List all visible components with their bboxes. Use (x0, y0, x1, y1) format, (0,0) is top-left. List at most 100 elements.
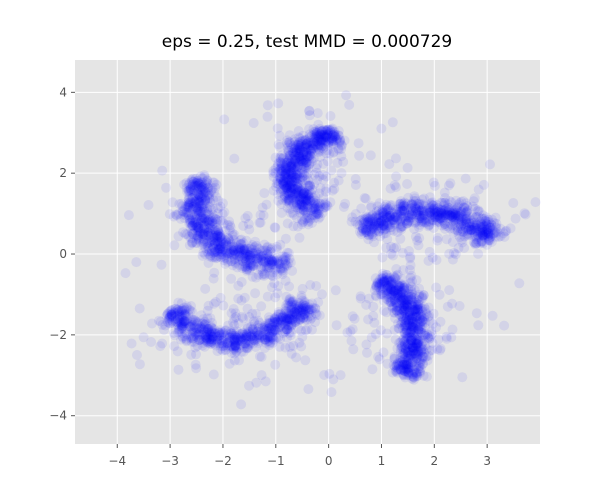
scatter-point (294, 199, 305, 210)
scatter-point (265, 333, 276, 344)
scatter-point (304, 189, 315, 200)
scatter-point (394, 323, 405, 334)
scatter-point (409, 223, 420, 234)
scatter-point (433, 334, 444, 345)
scatter-point (297, 164, 308, 175)
scatter-point (157, 338, 168, 349)
scatter-point (397, 205, 408, 216)
scatter-point (194, 227, 205, 238)
scatter-point (355, 293, 366, 304)
scatter-point (131, 257, 142, 268)
scatter-point (435, 343, 446, 354)
scatter-point (275, 172, 286, 183)
scatter-point (298, 205, 309, 215)
scatter-point (394, 282, 405, 293)
scatter-point (323, 128, 334, 139)
scatter-point (453, 215, 464, 226)
scatter-point (395, 223, 406, 234)
scatter-point (301, 149, 312, 160)
scatter-point (301, 138, 312, 149)
scatter-point (338, 156, 349, 167)
scatter-point (424, 216, 435, 226)
scatter-point (372, 201, 383, 212)
scatter-point (290, 160, 301, 171)
scatter-point (390, 273, 401, 284)
scatter-point (429, 211, 440, 221)
scatter-point (295, 195, 306, 206)
scatter-point (418, 351, 429, 362)
scatter-point (384, 222, 395, 233)
scatter-point (399, 302, 410, 313)
scatter-point (422, 332, 433, 343)
scatter-point (392, 279, 403, 290)
scatter-point (294, 155, 305, 166)
scatter-point (314, 171, 325, 182)
scatter-point (307, 184, 318, 195)
scatter-point (336, 144, 347, 155)
scatter-point (309, 132, 320, 143)
scatter-point (375, 325, 386, 336)
scatter-point (331, 135, 342, 145)
scatter-point (411, 306, 422, 317)
scatter-point (403, 333, 414, 343)
scatter-point (325, 125, 336, 136)
scatter-point (415, 317, 426, 328)
scatter-point (440, 209, 451, 220)
scatter-point (292, 185, 303, 196)
scatter-point (392, 215, 403, 226)
scatter-point (374, 210, 385, 221)
scatter-point (392, 367, 403, 378)
scatter-point (293, 182, 304, 193)
scatter-point (392, 364, 403, 374)
scatter-point (303, 202, 314, 213)
scatter-point (298, 202, 309, 213)
scatter-point (312, 208, 323, 219)
scatter-point (477, 224, 488, 234)
scatter-point (361, 211, 371, 222)
scatter-point (417, 315, 428, 326)
scatter-point (361, 299, 372, 310)
scatter-point (294, 151, 305, 162)
scatter-point (336, 139, 347, 150)
scatter-point (282, 187, 293, 198)
scatter-point (367, 228, 378, 239)
scatter-point (327, 134, 338, 145)
scatter-point (298, 205, 309, 216)
scatter-point (282, 154, 293, 165)
scatter-point (407, 368, 418, 379)
scatter-point (426, 206, 437, 217)
scatter-point (273, 166, 284, 177)
scatter-point (385, 289, 396, 300)
scatter-point (403, 216, 414, 227)
scatter-point (326, 133, 337, 144)
scatter-point (407, 208, 418, 219)
scatter-point (314, 139, 325, 150)
scatter-point (287, 181, 298, 192)
scatter-point (300, 142, 311, 153)
scatter-point (300, 135, 311, 146)
scatter-point (396, 340, 407, 351)
scatter-point (309, 136, 320, 147)
scatter-point (404, 300, 415, 311)
scatter-point (293, 181, 304, 192)
scatter-point (398, 365, 409, 376)
scatter-point (389, 354, 400, 364)
scatter-point (406, 209, 417, 220)
scatter-point (398, 350, 409, 361)
scatter-point (330, 131, 341, 142)
scatter-point (320, 139, 331, 150)
scatter-point (397, 212, 408, 222)
scatter-point (291, 153, 302, 164)
scatter-point (291, 173, 302, 183)
scatter-point (411, 371, 422, 382)
scatter-point (401, 294, 412, 305)
scatter-point (483, 228, 494, 239)
scatter-point (294, 148, 305, 159)
scatter-point (404, 362, 415, 373)
scatter-point (407, 335, 418, 346)
scatter-point (366, 224, 377, 235)
scatter-point (309, 136, 319, 147)
scatter-point (390, 297, 401, 308)
scatter-point (407, 341, 418, 352)
scatter-point (298, 201, 309, 212)
